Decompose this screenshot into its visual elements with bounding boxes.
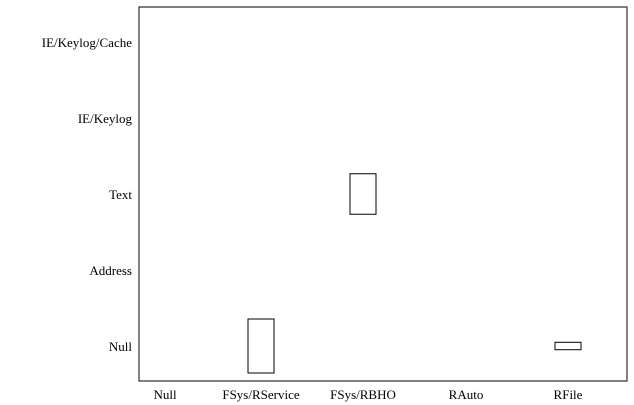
- y-tick-label: IE/Keylog: [78, 111, 133, 126]
- y-tick-label: Text: [109, 187, 132, 202]
- x-tick-label: RAuto: [449, 387, 484, 402]
- y-tick-label: IE/Keylog/Cache: [42, 35, 132, 50]
- y-tick-label: Address: [89, 263, 132, 278]
- x-tick-label: Null: [153, 387, 177, 402]
- data-box: [247, 318, 275, 374]
- x-axis-tick-labels: Null FSys/RService FSys/RBHO RAuto RFile: [153, 387, 582, 402]
- chart-marks: [247, 173, 582, 374]
- data-box: [349, 173, 377, 215]
- y-axis-tick-labels: Null Address Text IE/Keylog IE/Keylog/Cache: [42, 35, 133, 354]
- x-tick-label: FSys/RBHO: [330, 387, 396, 402]
- x-tick-label: FSys/RService: [222, 387, 300, 402]
- plot-frame: [138, 6, 628, 382]
- y-tick-label: Null: [109, 339, 133, 354]
- x-tick-label: RFile: [554, 387, 583, 402]
- data-box: [554, 341, 582, 351]
